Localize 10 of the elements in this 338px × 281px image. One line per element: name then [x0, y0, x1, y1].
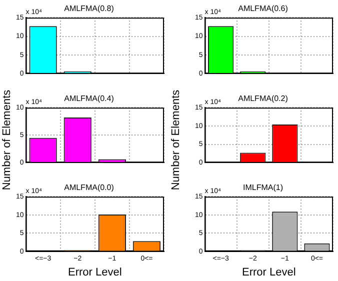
y-axis-title: Number of Elements [1, 89, 13, 190]
chart-title: AMLFMA(0.2) [238, 94, 288, 104]
chart-title: IMLFMA(1) [243, 183, 284, 192]
chart-title: AMLFMA(0.0) [64, 183, 114, 192]
chart-title: AMLFMA(0.6) [238, 4, 288, 14]
x-axis-title: Error Level [68, 266, 122, 278]
y-axis-title: Number of Elements [170, 89, 182, 190]
x-axis-title: Error Level [242, 266, 296, 278]
chart-title: AMLFMA(0.4) [64, 94, 114, 104]
chart-title: AMLFMA(0.8) [64, 4, 114, 14]
